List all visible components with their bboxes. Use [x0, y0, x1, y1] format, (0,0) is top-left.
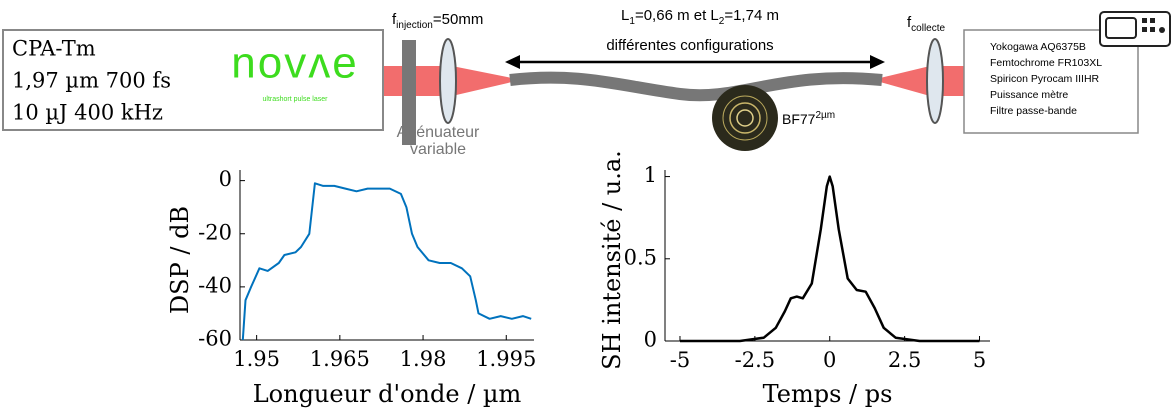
fiber-label: BF772µm: [782, 110, 835, 127]
value: =50mm: [433, 11, 483, 28]
superscript: 2µm: [815, 110, 835, 121]
arrow-head: [870, 55, 885, 69]
lengths: L1=0,66 m et L2=1,74 m: [621, 7, 779, 27]
logo-tagline: ultrashort pulse laser: [263, 96, 329, 103]
arrow-head: [505, 55, 520, 69]
chart: 0 0.5 1 -5 -2.5 0 2.5 5 Temps / ps SH intensité /…: [598, 150, 990, 408]
laser-box: [2, 29, 384, 131]
device-button: [1142, 18, 1147, 23]
lens: [439, 38, 457, 124]
device-screen: [1105, 17, 1137, 39]
x-tick-label: 1.995: [476, 347, 536, 371]
fiber-name: BF77: [782, 111, 816, 127]
y-axis-label: DSP / dB: [166, 206, 194, 314]
value: =0,66 m et: [635, 7, 710, 24]
fiber-ring: [722, 95, 768, 141]
symbol: f: [392, 11, 397, 28]
value: =1,74 m: [724, 7, 779, 24]
injection-label: finjection=50mm: [392, 11, 483, 31]
symbol: L: [710, 7, 718, 24]
symbol: f: [907, 14, 912, 31]
x-tick-label: 1.95: [233, 347, 280, 371]
y-tick-label: 1: [644, 163, 657, 187]
subscript: 1: [629, 16, 635, 27]
device-button: [1150, 27, 1155, 32]
instruments: Yokogawa AQ6375B Femtochrome FR103XL Spiri…: [990, 41, 1102, 117]
x-axis-label: Longueur d'onde / µm: [253, 380, 522, 408]
attenuator-label: variable: [410, 141, 466, 158]
laser-line: 10 µJ 400 kHz: [12, 101, 163, 125]
y-axis-label: SH intensité / u.a.: [598, 150, 626, 370]
instrument: Femtochrome FR103XL: [990, 57, 1102, 69]
subscript: collecte: [911, 23, 945, 34]
x-tick-label: 0: [823, 348, 836, 372]
device-icon: [1099, 11, 1171, 47]
x-tick-label: -5: [670, 348, 690, 372]
y-tick-label: 0.5: [624, 245, 657, 269]
subscript: 2: [719, 16, 725, 27]
y-tick-label: -40: [198, 273, 232, 297]
device-button: [1142, 27, 1147, 32]
attenuator-label: Atténuateur: [397, 124, 480, 141]
subscript: injection: [396, 20, 433, 31]
beam: [880, 66, 930, 96]
data-line: [241, 182, 532, 341]
x-tick-label: 1.98: [400, 347, 447, 371]
lens: [926, 38, 944, 124]
laser-line: 1,97 µm 700 fs: [12, 69, 171, 93]
configurations: différentes configurations: [606, 37, 773, 54]
x-axis-label: Temps / ps: [763, 380, 893, 408]
collection-label: fcollecte: [907, 14, 946, 34]
chart: -60 -40 -20 0 1.95 1.965 1.98 1.995 Longueur d'o…: [166, 167, 536, 408]
device-button: [1150, 18, 1155, 23]
instruments-box: [963, 29, 1139, 134]
fiber: [509, 71, 883, 102]
attenuator: [402, 40, 416, 145]
x-tick-label: 2.5: [888, 348, 921, 372]
x-tick-label: -2.5: [735, 348, 776, 372]
y-tick-label: 0: [644, 328, 657, 352]
fiber-section: [712, 85, 778, 151]
charts: -60 -40 -20 0 1.95 1.965 1.98 1.995 Longueur d'o…: [166, 150, 990, 408]
symbol: L: [621, 7, 629, 24]
laser-line: CPA-Tm: [12, 37, 96, 61]
instrument: Spiricon Pyrocam IIIHR: [990, 73, 1100, 85]
y-tick-label: -60: [198, 327, 232, 351]
x-tick-label: 5: [973, 348, 986, 372]
data-line: [680, 175, 980, 343]
fiber-ring: [729, 102, 761, 134]
x-tick-label: 1.965: [310, 347, 370, 371]
instrument: Filtre passe-bande: [990, 105, 1077, 117]
device-knob: [1159, 27, 1165, 33]
y-tick-label: -20: [198, 220, 232, 244]
y-tick-label: 0: [219, 167, 232, 191]
logo: novʌe: [231, 39, 358, 88]
instrument: Puissance mètre: [990, 89, 1068, 101]
beam: [452, 66, 512, 96]
instrument: Yokogawa AQ6375B: [990, 41, 1086, 53]
fiber-core: [736, 109, 754, 127]
